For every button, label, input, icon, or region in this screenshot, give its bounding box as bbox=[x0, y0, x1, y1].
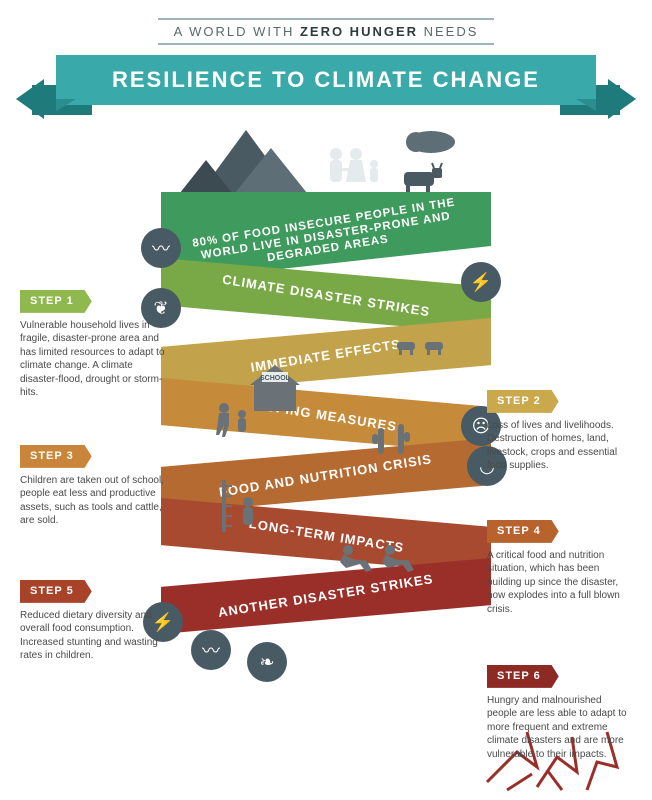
step-6: STEP 6 Hungry and malnourished people are… bbox=[487, 665, 632, 761]
step-text: Loss of lives and livelihoods. Destructi… bbox=[487, 419, 632, 473]
step-tag: STEP 5 bbox=[20, 580, 92, 603]
bolt-icon: ⚡ bbox=[461, 262, 501, 302]
step-text: Reduced dietary diversity and overall fo… bbox=[20, 609, 165, 663]
step-tag: STEP 6 bbox=[487, 665, 559, 688]
banner-notch-left bbox=[56, 99, 76, 111]
step-tag: STEP 1 bbox=[20, 290, 92, 313]
step-tag: STEP 2 bbox=[487, 390, 559, 413]
pre-title-after: NEEDS bbox=[418, 24, 478, 39]
spiral-segment-6: ANOTHER DISASTER STRIKES bbox=[161, 558, 491, 634]
header: A WORLD WITH ZERO HUNGER NEEDS RESILIENC… bbox=[0, 0, 652, 125]
banner-notch-right bbox=[576, 99, 596, 111]
top-scene bbox=[176, 120, 476, 200]
step-3: STEP 3 Children are taken out of school, … bbox=[20, 445, 165, 528]
spiral-ribbon: 80% OF FOOD INSECURE PEOPLE IN THE WORLD… bbox=[161, 192, 491, 732]
scene-svg bbox=[176, 120, 476, 200]
step-4: STEP 4 A critical food and nutrition situ… bbox=[487, 520, 632, 616]
pre-title-before: A WORLD WITH bbox=[174, 24, 300, 39]
cattle-icon bbox=[395, 336, 455, 361]
step-tag: STEP 3 bbox=[20, 445, 92, 468]
pre-title-bold: ZERO HUNGER bbox=[300, 24, 418, 39]
step-1: STEP 1 Vulnerable household lives in frag… bbox=[20, 290, 165, 400]
step-text: Vulnerable household lives in fragile, d… bbox=[20, 319, 165, 400]
sprout-icon: ❧ bbox=[247, 642, 287, 682]
height-measure-icon bbox=[220, 480, 265, 540]
step-text: Children are taken out of school, people… bbox=[20, 474, 165, 528]
step-text: A critical food and nutrition situation,… bbox=[487, 549, 632, 617]
cactus-icon bbox=[370, 420, 420, 465]
wave-icon: 〰 bbox=[141, 228, 181, 268]
banner-wrap: RESILIENCE TO CLIMATE CHANGE bbox=[0, 55, 652, 125]
wave-icon: 〰 bbox=[191, 630, 231, 670]
school-label: SCHOOL bbox=[260, 375, 291, 382]
step-5: STEP 5 Reduced dietary diversity and over… bbox=[20, 580, 165, 663]
step-tag: STEP 4 bbox=[487, 520, 559, 543]
spiral-segment-label: CLIMATE DISASTER STRIKES bbox=[207, 270, 445, 322]
people-walking-icon bbox=[214, 400, 254, 445]
pre-title: A WORLD WITH ZERO HUNGER NEEDS bbox=[158, 18, 495, 45]
title-banner: RESILIENCE TO CLIMATE CHANGE bbox=[56, 55, 596, 105]
people-crawling-icon bbox=[330, 540, 420, 580]
step-2: STEP 2 Loss of lives and livelihoods. Des… bbox=[487, 390, 632, 473]
step-text: Hungry and malnourished people are less … bbox=[487, 694, 632, 762]
